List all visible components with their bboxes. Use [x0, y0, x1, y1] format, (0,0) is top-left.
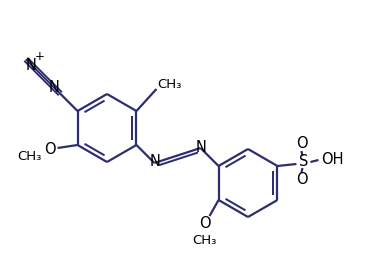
Text: +: +: [35, 50, 45, 63]
Text: CH₃: CH₃: [17, 150, 42, 163]
Text: O: O: [44, 143, 55, 157]
Text: O: O: [296, 137, 307, 151]
Text: N: N: [196, 140, 207, 154]
Text: O: O: [296, 173, 307, 188]
Text: S: S: [299, 154, 308, 169]
Text: N: N: [26, 57, 37, 73]
Text: O: O: [199, 217, 211, 231]
Text: OH: OH: [321, 153, 344, 167]
Text: N: N: [150, 154, 161, 169]
Text: CH₃: CH₃: [192, 234, 217, 247]
Text: CH₃: CH₃: [157, 79, 182, 92]
Text: N: N: [49, 80, 60, 95]
